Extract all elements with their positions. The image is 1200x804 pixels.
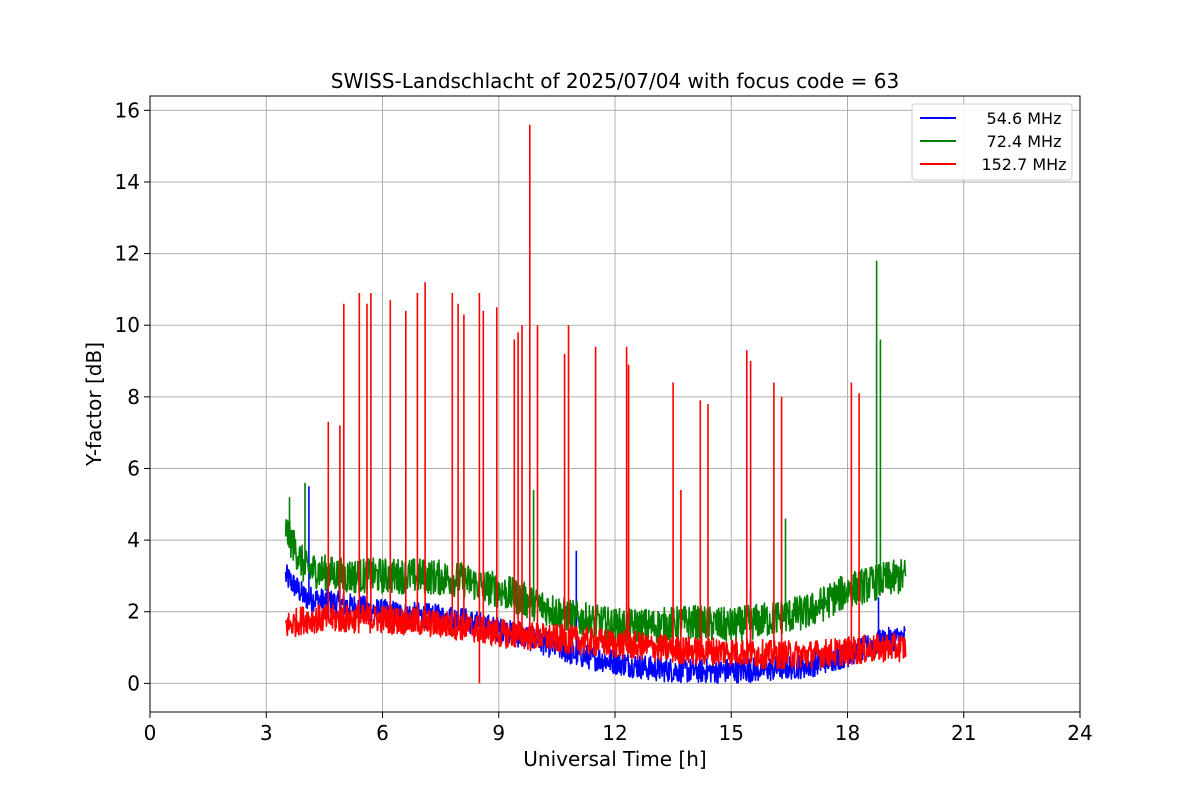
- x-tick-label: 18: [835, 721, 860, 745]
- y-tick-label: 2: [127, 600, 140, 624]
- y-tick-label: 12: [115, 242, 140, 266]
- x-tick-label: 6: [376, 721, 389, 745]
- x-tick-label: 21: [951, 721, 976, 745]
- y-tick-label: 0: [127, 671, 140, 695]
- y-tick-label: 4: [127, 528, 140, 552]
- legend-box: [911, 103, 1073, 181]
- plot-series: [284, 124, 907, 684]
- x-tick-label: 3: [260, 721, 273, 745]
- chart-title: SWISS-Landschlacht of 2025/07/04 with fo…: [331, 69, 899, 93]
- y-tick-label: 8: [127, 385, 140, 409]
- legend-label: 54.6 MHz: [987, 109, 1062, 128]
- y-axis-label: Y-factor [dB]: [82, 342, 106, 467]
- y-tick-label: 10: [115, 313, 140, 337]
- y-tick-label: 6: [127, 456, 140, 480]
- x-tick-label: 12: [602, 721, 627, 745]
- series-line-3: [284, 124, 907, 684]
- x-axis-label: Universal Time [h]: [523, 747, 706, 771]
- x-tick-label: 0: [144, 721, 157, 745]
- x-tick-label: 24: [1067, 721, 1092, 745]
- x-tick-label: 15: [719, 721, 744, 745]
- legend-label: 152.7 MHz: [981, 155, 1066, 174]
- legend-label: 72.4 MHz: [987, 132, 1062, 151]
- y-tick-label: 14: [115, 170, 140, 194]
- y-tick-label: 16: [115, 98, 140, 122]
- legend: 54.6 MHz 72.4 MHz 152.7 MHz: [911, 103, 1073, 181]
- x-tick-label: 9: [492, 721, 505, 745]
